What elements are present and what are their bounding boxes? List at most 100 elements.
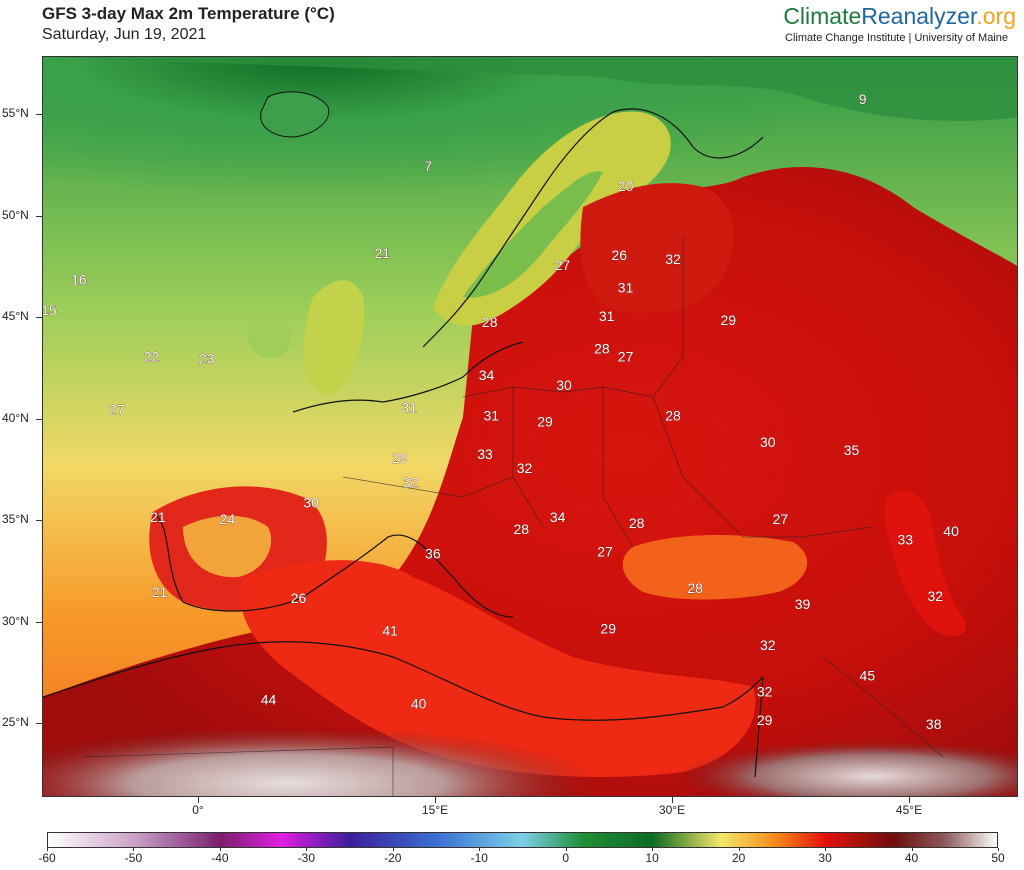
latitude-label: 25°N — [2, 715, 29, 729]
border-line-7 — [82, 746, 394, 796]
latitude-tick — [36, 215, 42, 217]
colorbar-tick-label: 50 — [991, 851, 1005, 865]
temperature-label: 27 — [773, 511, 789, 527]
temperature-label: 29 — [757, 712, 773, 728]
temperature-label: 34 — [479, 367, 495, 383]
border-line-3 — [602, 387, 634, 548]
temperature-label: 35 — [844, 442, 860, 458]
temperature-label: 7 — [424, 158, 432, 174]
latitude-tick — [36, 114, 42, 115]
temperature-label: 31 — [618, 280, 634, 296]
temperature-label: 32 — [760, 637, 776, 653]
temperature-label: 36 — [425, 545, 441, 561]
colorbar-tick-label: -10 — [470, 851, 488, 865]
temperature-label: 44 — [261, 692, 277, 708]
border-line-8 — [822, 656, 944, 758]
temperature-label: 40 — [411, 696, 427, 712]
north-africa-coastline — [43, 641, 764, 721]
longitude-label: 45°E — [895, 803, 923, 817]
temperature-label: 32 — [927, 588, 943, 604]
temperature-label: 22 — [144, 349, 160, 365]
longitude-tick — [198, 797, 199, 803]
brand-logo-part3: .org — [976, 3, 1016, 29]
colorbar-tick-label: -40 — [211, 851, 229, 865]
northern-green-band — [43, 57, 1017, 121]
temperature-label: 31 — [484, 407, 500, 423]
latitude-tick — [36, 723, 42, 724]
map-title: GFS 3-day Max 2m Temperature (°C) — [42, 4, 335, 23]
temperature-label: 39 — [795, 596, 811, 612]
map-date: Saturday, Jun 19, 2021 — [42, 26, 207, 43]
temperature-label: 45 — [860, 667, 876, 683]
longitude-label: 30°E — [658, 803, 686, 817]
brand-logo-part1: Climate — [783, 3, 862, 29]
colorbar-tick-label: 10 — [645, 851, 659, 865]
latitude-tick — [36, 621, 42, 623]
latitude-tick — [36, 418, 42, 420]
country-borders — [82, 237, 944, 796]
temperature-label: 33 — [477, 446, 493, 462]
temperature-label: 32 — [403, 474, 419, 490]
latitude-label: 35°N — [2, 512, 29, 526]
border-line-4 — [342, 476, 514, 498]
colorbar-tick-mark — [565, 848, 567, 851]
colorbar-tick-mark — [825, 848, 827, 851]
temperature-label: 27 — [555, 257, 571, 273]
colorbar-tick-mark — [652, 848, 654, 851]
caspian-sea-field — [884, 491, 967, 637]
temperature-label: 15 — [43, 302, 57, 318]
temperature-map-canvas: 9872021262732163115312829282722233430273… — [43, 57, 1017, 796]
latitude-label: 40°N — [2, 410, 29, 425]
latitude-tick — [36, 520, 42, 521]
british-isles-field — [304, 280, 365, 395]
temperature-label: 40 — [943, 523, 959, 539]
scandinavia-mountains-field — [463, 171, 603, 298]
iceland-field — [260, 91, 330, 138]
border-line-1 — [462, 386, 654, 398]
temperature-label: 30 — [303, 495, 319, 511]
colorbar-tick-mark — [392, 848, 394, 851]
colorbar-tick-mark — [133, 848, 135, 851]
temperature-label: 29 — [392, 450, 408, 466]
colorbar-tick-label: -30 — [297, 851, 316, 865]
temperature-label: 28 — [482, 314, 498, 330]
temperature-label: 29 — [537, 414, 553, 430]
border-line-6 — [652, 237, 684, 398]
black-sea-field — [622, 535, 808, 600]
temperature-map: 9872021262732163115312829282722233430273… — [42, 56, 1018, 797]
temperature-label: 24 — [220, 511, 236, 527]
colorbar-tick-mark — [479, 848, 481, 851]
latitude-label: 30°N — [2, 613, 29, 628]
latitude-label: 50°N — [2, 207, 29, 222]
temperature-label: 26 — [611, 247, 627, 263]
levant-coastline — [754, 676, 764, 778]
brand-logo-part2: Reanalyzer — [861, 3, 977, 29]
temperature-label: 31 — [599, 308, 615, 324]
brand-logo[interactable]: ClimateReanalyzer.org — [783, 3, 1016, 30]
temperature-label: 30 — [556, 377, 572, 393]
temperature-label: 32 — [665, 251, 681, 267]
temperature-label: 34 — [550, 509, 566, 525]
coastlines — [43, 108, 764, 778]
temperature-label: 32 — [517, 460, 533, 476]
colorbar-tick-mark — [219, 848, 221, 851]
north-sea-coastline — [292, 341, 524, 413]
temperature-label: 30 — [760, 434, 776, 450]
temperature-label: 9 — [859, 91, 867, 107]
finland-field — [580, 183, 734, 314]
colorbar-tick-label: 0 — [562, 851, 570, 865]
temperature-label: 32 — [757, 684, 773, 700]
latitude-tick — [36, 317, 42, 318]
colorbar-tick-mark — [47, 848, 48, 851]
longitude-tick — [435, 797, 436, 803]
temperature-label: 27 — [618, 349, 634, 365]
longitude-label: 15°E — [421, 803, 449, 817]
temperature-label: 29 — [721, 312, 737, 328]
temperature-labels: 9872021262732163115312829282722233430273… — [43, 90, 959, 732]
temperature-label: 21 — [152, 584, 168, 600]
colorbar-tick-mark — [911, 848, 913, 851]
temperature-label: 27 — [597, 543, 613, 559]
longitude-label: 0° — [192, 803, 204, 817]
colorbar-tick-label: 30 — [818, 851, 832, 865]
temperature-label: 28 — [665, 407, 681, 423]
